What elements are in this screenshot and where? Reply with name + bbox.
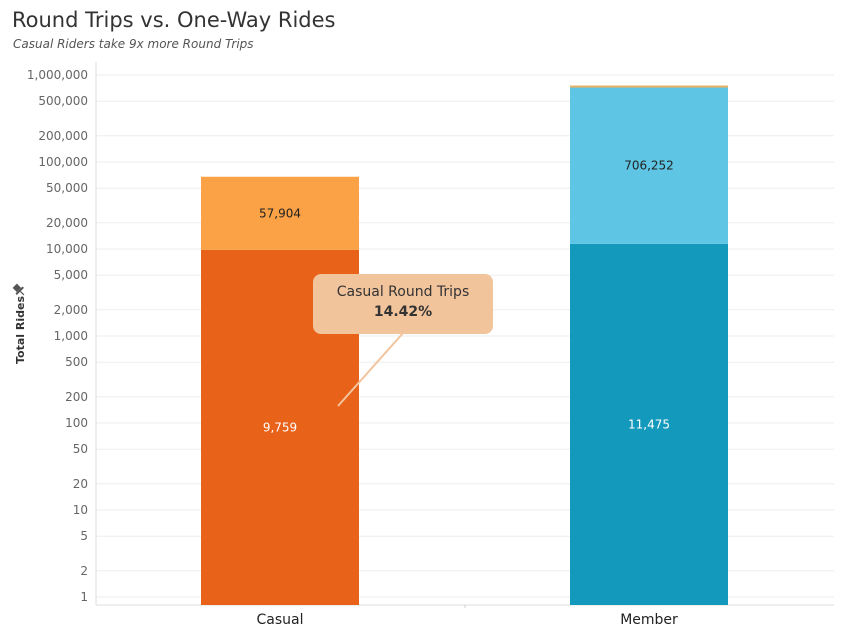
x-category-label: Member	[620, 612, 678, 628]
y-tick-label: 1	[80, 590, 88, 604]
callout-pointer	[337, 331, 405, 407]
y-tick-label: 200,000	[38, 129, 88, 143]
y-tick-label: 1,000,000	[27, 68, 88, 82]
y-axis-label: Total Rides	[14, 296, 27, 364]
chart-title: Round Trips vs. One-Way Rides	[12, 8, 336, 32]
y-tick-label: 100	[65, 416, 88, 430]
y-tick-label: 20	[73, 477, 88, 491]
bar-segment-cap	[570, 85, 728, 88]
data-label: 57,904	[259, 206, 301, 220]
x-category-label: Casual	[257, 612, 304, 628]
bar-segment[interactable]	[570, 87, 728, 244]
y-tick-label: 10	[73, 503, 88, 517]
y-tick-label: 5,000	[54, 268, 88, 282]
y-tick-label: 2	[80, 564, 88, 578]
y-axis: 1 2 5 10 20 50 100 200 500 1,000 2,000 5,000 10,000 2…	[27, 62, 834, 608]
y-tick-label: 50,000	[46, 181, 88, 195]
callout-box: Casual Round Trips 14.42%	[313, 274, 493, 334]
data-label: 9,759	[263, 420, 297, 434]
x-axis: Casual Member	[257, 612, 679, 628]
data-label: 11,475	[628, 417, 670, 431]
y-tick-label: 500,000	[38, 94, 88, 108]
y-tick-label: 100,000	[38, 155, 88, 169]
data-label: 706,252	[624, 159, 674, 173]
data-labels: 9,759 57,904 11,475 706,252	[259, 159, 674, 435]
y-tick-label: 5	[80, 529, 88, 543]
y-tick-label: 200	[65, 390, 88, 404]
y-tick-label: 20,000	[46, 216, 88, 230]
y-tick-label: 1,000	[54, 329, 88, 343]
bar-segment[interactable]	[201, 176, 359, 250]
callout-value: 14.42%	[373, 304, 433, 320]
y-tick-label: 10,000	[46, 242, 88, 256]
y-tick-label: 500	[65, 355, 88, 369]
bar-segment[interactable]	[570, 243, 728, 605]
chart-subtitle: Casual Riders take 9x more Round Trips	[13, 37, 254, 51]
y-tick-label: 2,000	[54, 303, 88, 317]
y-tick-label: 50	[73, 442, 88, 456]
callout-title: Casual Round Trips	[336, 284, 470, 300]
bars	[201, 85, 728, 605]
